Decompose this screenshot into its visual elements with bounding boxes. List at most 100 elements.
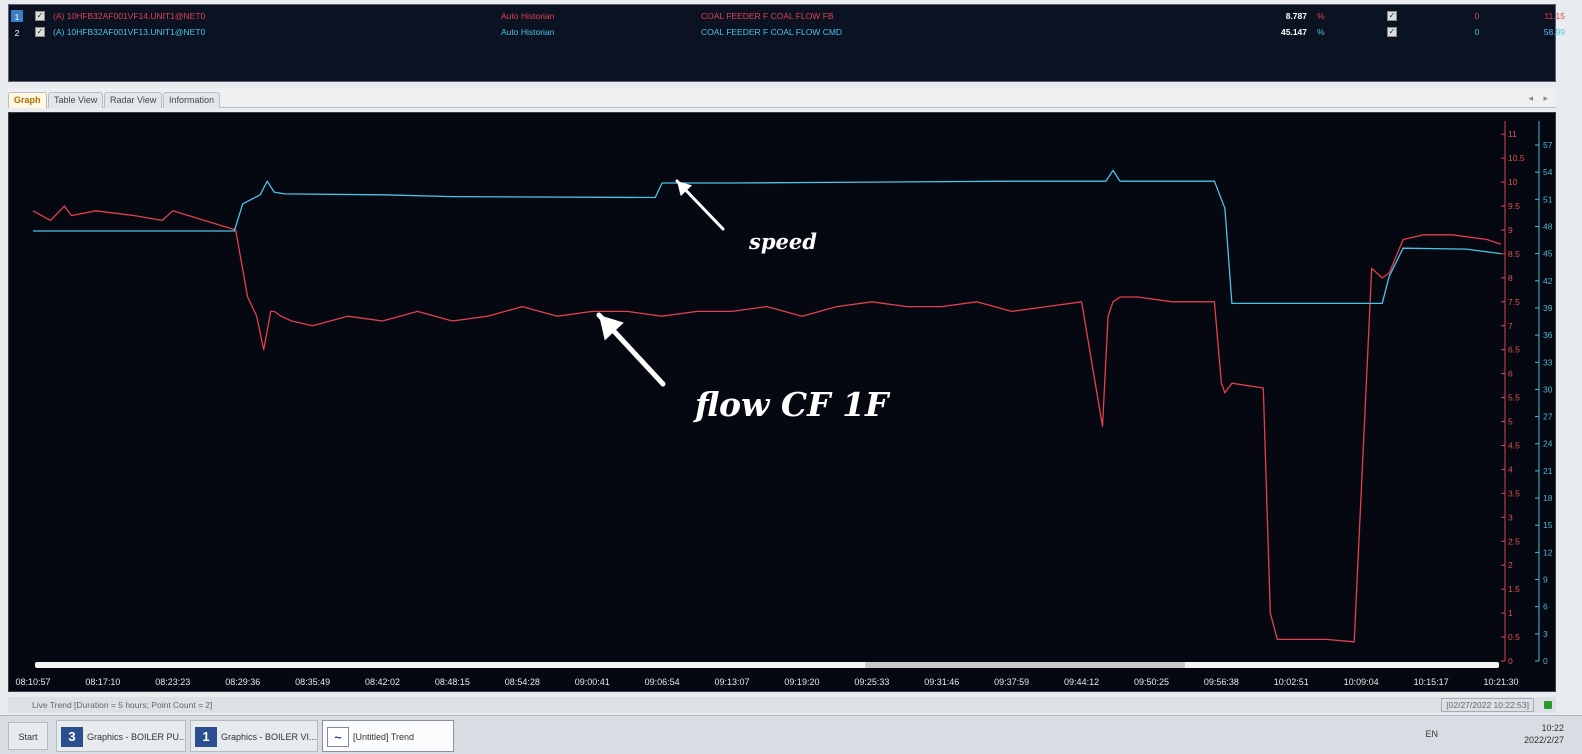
y-left-tick-label: 3 <box>1508 512 1513 522</box>
x-tick-label: 08:29:36 <box>225 677 260 687</box>
x-tick-label: 09:44:12 <box>1064 677 1099 687</box>
pen-legend-panel: 1 ✓ (A) 10HFB32AF001VF14.UNIT1@NET0 Auto… <box>8 4 1565 82</box>
x-tick-label: 09:37:59 <box>994 677 1029 687</box>
y-right-tick-label: 42 <box>1543 276 1553 286</box>
pen-source: Auto Historian <box>501 11 555 21</box>
x-tick-label: 10:02:51 <box>1274 677 1309 687</box>
y-left-tick-label: 4 <box>1508 464 1513 474</box>
x-tick-label: 08:42:02 <box>365 677 400 687</box>
tab-graph[interactable]: Graph <box>8 92 47 108</box>
view-tab-bar: Graph Table View Radar View Information … <box>8 88 1556 108</box>
y-left-tick-label: 1.5 <box>1508 584 1520 594</box>
y-right-tick-label: 39 <box>1543 303 1553 313</box>
x-tick-label: 09:56:38 <box>1204 677 1239 687</box>
x-tick-label: 09:19:20 <box>784 677 819 687</box>
x-tick-label: 09:31:46 <box>924 677 959 687</box>
y-left-tick-label: 11 <box>1508 129 1517 139</box>
y-right-tick-label: 15 <box>1543 520 1553 530</box>
pen-unit: % <box>1317 11 1325 21</box>
x-tick-label: 09:00:41 <box>575 677 610 687</box>
pen-visible-checkbox[interactable]: ✓ <box>1387 11 1397 21</box>
pen-row[interactable]: 2 ✓ (A) 10HFB32AF001VF13.UNIT1@NET0 Auto… <box>9 25 1565 39</box>
language-indicator[interactable]: EN <box>1425 729 1438 739</box>
y-right-tick-label: 54 <box>1543 167 1553 177</box>
y-right-tick-label: 36 <box>1543 330 1553 340</box>
clock-date: 2022/2/27 <box>1523 735 1564 745</box>
y-left-tick-label: 9.5 <box>1508 201 1520 211</box>
tab-table-view[interactable]: Table View <box>48 92 104 108</box>
pen-visible-checkbox[interactable]: ✓ <box>1387 27 1397 37</box>
tab-information[interactable]: Information <box>163 92 221 108</box>
pen-enabled-checkbox[interactable]: ✓ <box>35 11 45 21</box>
pen-unit: % <box>1317 27 1325 37</box>
y-left-tick-label: 2 <box>1508 560 1513 570</box>
y-left-tick-label: 6.5 <box>1508 345 1520 355</box>
clock[interactable]: 10:22 2022/2/27 <box>1494 722 1564 746</box>
y-right-tick-label: 6 <box>1543 602 1548 612</box>
time-scrollbar <box>35 662 1499 668</box>
taskbar-item-label: Graphics - BOILER VI... <box>221 732 317 742</box>
y-left-tick-label: 0 <box>1508 656 1513 666</box>
x-tick-label: 09:06:54 <box>645 677 680 687</box>
y-left-tick-label: 6 <box>1508 369 1513 379</box>
y-right-tick-label: 30 <box>1543 384 1553 394</box>
y-right-tick-label: 12 <box>1543 547 1553 557</box>
trend-graph[interactable]: 0 0.5 1 1.5 2 2.5 3 3.5 4 4.5 5 5.5 6 6.5 7 7.5 8 8.5 9 9.5… <box>8 112 1556 692</box>
pen-index: 1 <box>11 10 23 22</box>
taskbar-item-trend[interactable]: ~ [Untitled] Trend <box>322 720 454 752</box>
x-tick-label: 08:17:10 <box>85 677 120 687</box>
y-right-tick-label: 3 <box>1543 629 1548 639</box>
x-tick-label: 08:35:49 <box>295 677 330 687</box>
taskbar-item-boiler-pu[interactable]: 3 Graphics - BOILER PU... <box>56 720 186 752</box>
pen-value: 45.147 <box>1281 27 1307 37</box>
pen-description: COAL FEEDER F COAL FLOW FB <box>701 11 834 21</box>
pen-scale-max: 11.15 <box>1544 11 1565 21</box>
y-left-tick-label: 3.5 <box>1508 488 1520 498</box>
pen-tag: (A) 10HFB32AF001VF13.UNIT1@NET0 <box>53 27 206 37</box>
pen-tag: (A) 10HFB32AF001VF14.UNIT1@NET0 <box>53 11 206 21</box>
speed-annotation: speed <box>749 229 817 254</box>
tab-scroll-arrows-icon[interactable]: ◂ ▸ <box>1528 93 1552 103</box>
graphics-app-icon: 3 <box>61 727 83 747</box>
y-right-tick-label: 57 <box>1543 140 1553 150</box>
y-right-tick-label: 24 <box>1543 439 1553 449</box>
time-scrollbar-thumb <box>865 662 1185 668</box>
trend-app-icon: ~ <box>327 727 349 747</box>
trend-chart: 0 0.5 1 1.5 2 2.5 3 3.5 4 4.5 5 5.5 6 6.5 7 7.5 8 8.5 9 9.5… <box>15 121 1553 687</box>
clock-time: 10:22 <box>1541 723 1564 733</box>
pen-enabled-checkbox[interactable]: ✓ <box>35 27 45 37</box>
x-tick-label: 10:21:30 <box>1483 677 1518 687</box>
pen-index: 2 <box>14 28 20 38</box>
y-right-tick-label: 45 <box>1543 249 1553 259</box>
status-timestamp: [02/27/2022 10:22:53] <box>1441 698 1534 712</box>
y-left-tick-label: 10 <box>1508 177 1518 187</box>
pen-scale-min: 0 <box>1474 27 1480 37</box>
flow-command-series-line <box>33 169 1502 305</box>
connection-status-icon <box>1544 701 1552 709</box>
tab-radar-view[interactable]: Radar View <box>104 92 163 108</box>
x-tick-label: 09:50:25 <box>1134 677 1169 687</box>
start-button[interactable]: Start <box>8 722 48 750</box>
y-left-tick-label: 5 <box>1508 417 1513 427</box>
y-left-tick-label: 9 <box>1508 225 1513 235</box>
pen-source: Auto Historian <box>501 27 555 37</box>
pen-scale-min: 0 <box>1474 11 1480 21</box>
pen-scale-max: 58.99 <box>1543 27 1565 37</box>
x-tick-label: 09:13:07 <box>715 677 750 687</box>
taskbar-item-boiler-vi[interactable]: 1 Graphics - BOILER VI... <box>190 720 318 752</box>
y-left-tick-label: 7 <box>1508 321 1513 331</box>
y-left-tick-label: 4.5 <box>1508 440 1520 450</box>
y-right-tick-label: 48 <box>1543 221 1553 231</box>
y-left-tick-label: 8 <box>1508 273 1513 283</box>
y-left-tick-label: 5.5 <box>1508 393 1520 403</box>
flow-feedback-series-line <box>32 205 1502 643</box>
x-tick-label: 08:23:23 <box>155 677 190 687</box>
x-tick-label: 08:10:57 <box>15 677 50 687</box>
y-left-tick-label: 10.5 <box>1508 153 1525 163</box>
pen-row[interactable]: 1 ✓ (A) 10HFB32AF001VF14.UNIT1@NET0 Auto… <box>9 9 1565 23</box>
status-bar: Live Trend [Duration = 5 hours; Point Co… <box>8 697 1556 713</box>
pen-value: 8.787 <box>1285 11 1307 21</box>
y-right-tick-label: 9 <box>1543 575 1548 585</box>
graphics-app-icon: 1 <box>195 727 217 747</box>
